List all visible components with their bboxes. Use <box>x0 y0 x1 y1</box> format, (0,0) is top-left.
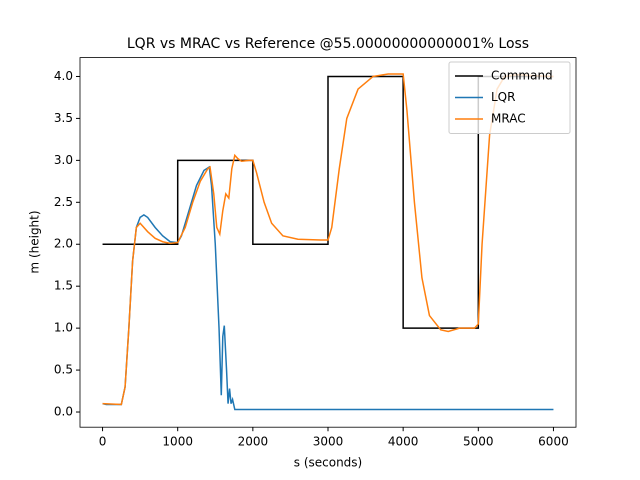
x-axis-label: s (seconds) <box>294 456 362 470</box>
y-tick-label: 2.5 <box>54 195 73 209</box>
x-tick-label: 5000 <box>463 435 494 449</box>
legend-label: MRAC <box>491 112 526 126</box>
legend-label: LQR <box>491 90 515 104</box>
y-tick-label: 1.0 <box>54 321 73 335</box>
x-tick-label: 4000 <box>388 435 419 449</box>
legend-box <box>448 61 571 134</box>
y-tick-label: 2.0 <box>54 237 73 251</box>
x-tick-label: 6000 <box>538 435 569 449</box>
y-tick-label: 3.0 <box>54 153 73 167</box>
series-line <box>102 75 554 329</box>
plot-frame <box>79 57 577 428</box>
chart-title: LQR vs MRAC vs Reference @55.00000000000… <box>127 36 529 52</box>
x-tick-label: 2000 <box>238 435 269 449</box>
x-tick-label: 3000 <box>313 435 344 449</box>
y-tick-label: 1.5 <box>54 279 73 293</box>
x-tick-label: 1000 <box>162 435 193 449</box>
y-tick-label: 3.5 <box>54 111 73 125</box>
y-tick-label: 4.0 <box>54 69 73 83</box>
legend-label: Command <box>491 69 553 83</box>
x-tick-label: 0 <box>99 435 107 449</box>
y-tick-label: 0.5 <box>54 363 73 377</box>
series-line <box>102 73 554 406</box>
y-tick-label: 0.0 <box>54 405 73 419</box>
y-axis-label: m (height) <box>28 210 42 273</box>
